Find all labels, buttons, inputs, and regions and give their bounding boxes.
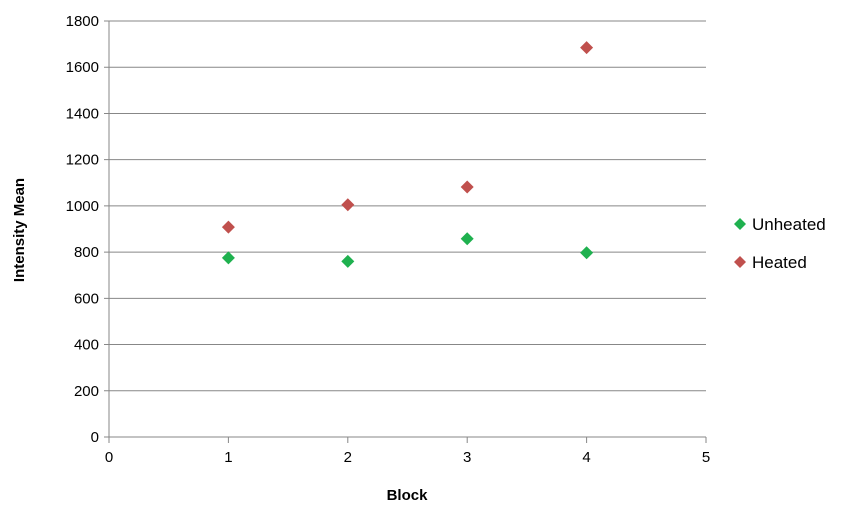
axes — [108, 21, 707, 443]
y-tick-label: 1600 — [66, 59, 99, 76]
unheated-data-point — [580, 246, 594, 260]
x-tick-label: 0 — [105, 449, 113, 466]
y-tick-labels: 0 200 400 600 800 1000 1200 1400 1600 1800 — [66, 13, 99, 446]
heated-data-point — [341, 198, 355, 212]
legend: Unheated Heated — [734, 215, 826, 272]
unheated-data-point — [460, 232, 474, 246]
y-tick-label: 400 — [74, 337, 99, 354]
unheated-data-point — [341, 254, 355, 268]
x-tick-label: 3 — [463, 449, 471, 466]
heated-data-point — [580, 41, 594, 55]
heated-data-point — [460, 180, 474, 194]
data-points — [221, 41, 594, 268]
unheated-data-point — [221, 251, 235, 265]
y-tick-label: 200 — [74, 383, 99, 400]
y-tick-label: 1400 — [66, 105, 99, 122]
heated-data-point — [221, 220, 235, 234]
y-tick-label: 1000 — [66, 198, 99, 215]
y-tick-label: 1800 — [66, 13, 99, 30]
legend-label-heated: Heated — [752, 253, 807, 272]
x-axis-title: Block — [387, 487, 429, 504]
y-tick-label: 1200 — [66, 152, 99, 169]
x-tick-label: 5 — [702, 449, 710, 466]
legend-marker-heated — [734, 256, 746, 268]
x-tick-label: 2 — [344, 449, 352, 466]
legend-marker-unheated — [734, 218, 746, 230]
legend-label-unheated: Unheated — [752, 215, 826, 234]
y-tick-label: 0 — [91, 429, 99, 446]
y-axis-title: Intensity Mean — [11, 178, 28, 282]
y-tick-label: 600 — [74, 290, 99, 307]
y-tick-label: 800 — [74, 244, 99, 261]
x-tick-label: 4 — [582, 449, 590, 466]
grid-lines — [104, 20, 706, 438]
x-tick-label: 1 — [224, 449, 232, 466]
x-tick-labels: 0 1 2 3 4 5 — [105, 449, 710, 466]
